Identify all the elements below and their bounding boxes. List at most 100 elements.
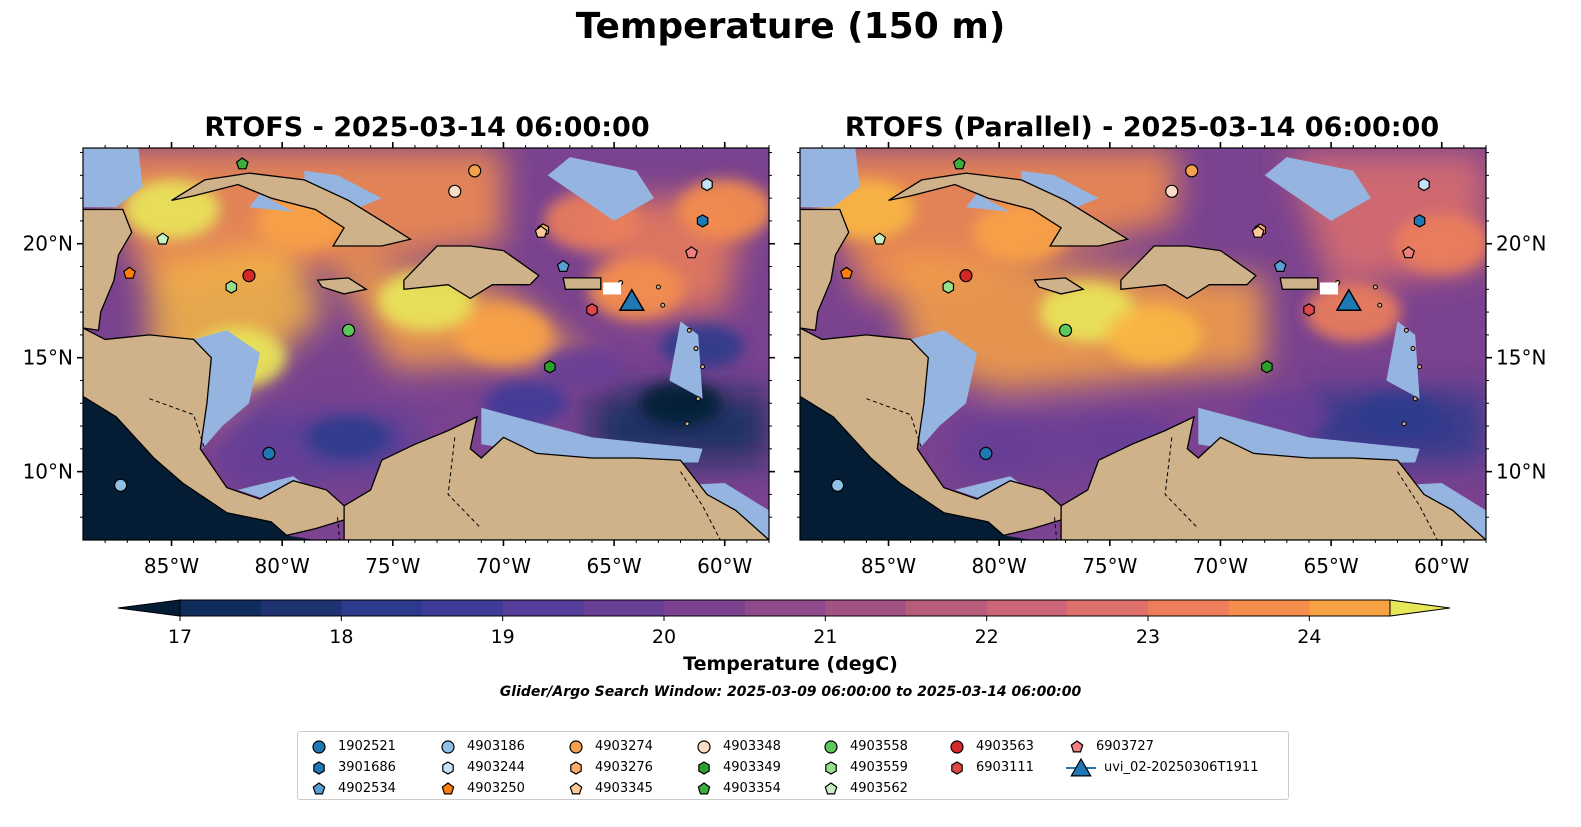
legend-entry: 4903276 — [563, 757, 653, 778]
legend-marker-icon — [825, 760, 837, 775]
figure-title: Temperature (150 m) — [575, 6, 1006, 47]
platform-marker-4903558 — [341, 323, 356, 337]
x-tick-label: 70°W — [476, 554, 531, 578]
colorbar-segment — [583, 600, 665, 616]
x-tick-label: 60°W — [697, 554, 752, 578]
platform-marker-4903244 — [1418, 177, 1430, 192]
platform-marker-4903563 — [959, 269, 973, 283]
legend-label: 4902534 — [338, 781, 396, 796]
colorbar-segment — [502, 600, 584, 616]
colorbar-segment — [986, 600, 1068, 616]
x-tick-label: 60°W — [1414, 554, 1469, 578]
legend-label: uvi_02-20250306T1911 — [1104, 760, 1259, 775]
legend-entry: 6903111 — [944, 757, 1034, 778]
x-tick-label: 65°W — [586, 554, 641, 578]
platform-marker-4903274 — [468, 164, 482, 178]
legend-label: 3901686 — [338, 760, 396, 775]
platform-marker-3901686 — [696, 214, 709, 228]
platform-marker-6903727 — [685, 246, 699, 259]
y-tick-label: 15°N — [1496, 346, 1546, 370]
colorbar-segment — [1309, 600, 1391, 616]
legend-marker-icon — [824, 739, 838, 754]
platform-marker-4903250 — [840, 266, 853, 279]
legend-label: 4903349 — [723, 760, 781, 775]
legend-label: 4903558 — [850, 739, 908, 754]
platform-marker-1902521 — [979, 446, 993, 460]
platform-marker-4903559 — [942, 280, 955, 294]
platform-marker-4902534 — [556, 259, 570, 272]
colorbar-tick-label: 24 — [1297, 626, 1321, 648]
colorbar-segment — [180, 600, 262, 616]
y-tick-label: 10°N — [23, 460, 73, 484]
legend-entry: 4903250 — [435, 778, 525, 799]
legend-marker-icon — [569, 739, 583, 754]
legend-entry: 6903727 — [1064, 736, 1258, 757]
x-tick-label: 85°W — [861, 554, 916, 578]
colorbar-segment — [1148, 600, 1230, 616]
x-tick-label: 70°W — [1193, 554, 1248, 578]
colorbar-segment — [744, 600, 826, 616]
legend-marker-icon — [442, 760, 454, 775]
legend-entry: 4903349 — [691, 757, 781, 778]
platform-marker-4903250 — [123, 266, 136, 279]
legend-label: 4903559 — [850, 760, 908, 775]
legend-label: 6903111 — [976, 760, 1034, 775]
platform-marker-6903111 — [1303, 303, 1315, 317]
legend-marker-icon — [570, 760, 582, 775]
x-tick-label: 75°W — [365, 554, 420, 578]
colorbar-tick-label: 20 — [652, 626, 676, 648]
legend-column: 4903563 6903111 — [944, 736, 1034, 778]
legend-entry: 1902521 — [306, 736, 396, 757]
x-tick-label: 85°W — [144, 554, 199, 578]
legend-marker-icon — [441, 781, 455, 794]
rtofs-map-panel: 85°W 80°W 75°W 70°W 65°W 60°W 20°N 15°N 10°N — [23, 142, 775, 578]
platform-marker-4903354 — [952, 157, 966, 170]
platform-marker-4903563 — [242, 269, 256, 283]
legend-entry: 4903274 — [563, 736, 653, 757]
x-tick-label: 80°W — [972, 554, 1027, 578]
platform-marker-1902521 — [262, 446, 276, 460]
legend-label: 4903186 — [467, 739, 525, 754]
x-tick-label: 80°W — [255, 554, 310, 578]
platform-marker-4903348 — [448, 184, 462, 198]
legend-entry: 4903244 — [435, 757, 525, 778]
legend-entry: uvi_02-20250306T1911 — [1064, 757, 1258, 778]
platform-marker-4902534 — [1273, 259, 1287, 272]
platform-marker-4903345 — [534, 225, 548, 238]
legend-entry: 4903348 — [691, 736, 781, 757]
platform-marker-4903186 — [114, 478, 128, 492]
legend-entry: 4903562 — [818, 778, 908, 799]
platform-marker-4903354 — [235, 157, 249, 170]
legend-marker-icon — [312, 781, 326, 794]
legend-entry: 4902534 — [306, 778, 396, 799]
colorbar-segment — [825, 600, 907, 616]
platform-marker-4903558 — [1058, 323, 1073, 337]
legend-marker-icon — [824, 781, 838, 794]
legend-entry: 4903345 — [563, 778, 653, 799]
legend-marker-icon — [1070, 739, 1084, 752]
platform-marker-6903111 — [586, 303, 598, 317]
platform-legend: 1902521 3901686 4902534 4903186 4903244 49032… — [297, 731, 1289, 800]
legend-marker-icon — [441, 739, 455, 754]
y-tick-label: 20°N — [23, 232, 73, 256]
platform-marker-4903186 — [831, 478, 845, 492]
legend-label: 4903345 — [595, 781, 653, 796]
platform-marker-4903345 — [1251, 225, 1265, 238]
legend-column: 6903727 uvi_02-20250306T1911 — [1064, 736, 1258, 778]
legend-column: 4903558 4903559 4903562 — [818, 736, 908, 799]
legend-column: 4903274 4903276 4903345 — [563, 736, 653, 799]
legend-marker-icon — [569, 781, 583, 794]
legend-label: 6903727 — [1096, 739, 1154, 754]
legend-marker-icon — [312, 739, 326, 754]
platform-marker-uvi_02-20250306T1911 — [618, 288, 645, 312]
legend-marker-icon — [697, 739, 711, 754]
search-window-note: Glider/Argo Search Window: 2025-03-09 06… — [499, 684, 1082, 700]
legend-entry: 4903559 — [818, 757, 908, 778]
legend-entry: 4903558 — [818, 736, 908, 757]
legend-column: 1902521 3901686 4902534 — [306, 736, 396, 799]
legend-label: 1902521 — [338, 739, 396, 754]
legend-marker-icon — [951, 760, 963, 775]
legend-column: 4903186 4903244 4903250 — [435, 736, 525, 799]
colorbar-tick-label: 18 — [329, 626, 353, 648]
